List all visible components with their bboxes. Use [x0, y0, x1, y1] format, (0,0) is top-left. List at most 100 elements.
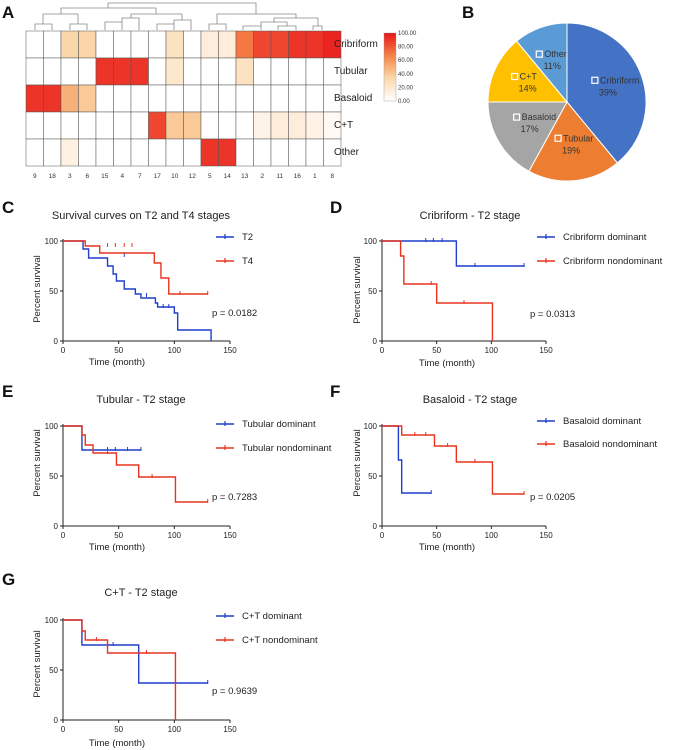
y-axis-label: Percent survival [32, 255, 43, 323]
x-axis-label: Time (month) [89, 357, 145, 368]
x-tick-label: 0 [61, 346, 66, 355]
heatmap-column-label: 4 [120, 173, 124, 180]
heatmap-cell [305, 57, 324, 86]
heatmap-column-label: 1 [313, 173, 317, 180]
y-tick-label: 0 [54, 522, 59, 531]
heatmap-cell [130, 111, 149, 140]
km-plot-g: 0 50 100 150 0 50 100 [45, 613, 237, 734]
panel-label-g: G [2, 570, 15, 589]
survival-panel-d: Cribriform - T2 stage 0 50 100 150 0 50 100 Pe… [352, 210, 663, 369]
heatmap-cell [78, 84, 97, 113]
heatmap-cell [113, 111, 132, 140]
heatmap-cell [235, 84, 254, 113]
km-plot-c: 0 50 100 150 0 50 100 [45, 234, 237, 355]
x-tick-label: 100 [168, 531, 182, 540]
heatmap-cell [218, 111, 237, 140]
heatmap-cell [43, 30, 62, 59]
km-plot-e: 0 50 100 150 0 50 100 [45, 421, 237, 540]
chart-title: Cribriform - T2 stage [420, 210, 521, 222]
pie-slice [515, 22, 568, 104]
heatmap-cell [253, 138, 272, 167]
legend-label: C+T dominant [242, 611, 302, 622]
km-plot-f: 0 50 100 150 0 50 100 [364, 418, 555, 540]
heatmap-cell [200, 30, 219, 59]
heatmap-cell [78, 30, 97, 59]
heatmap-cell [235, 30, 254, 59]
heatmap-cell [288, 84, 307, 113]
survival-panel-c: Survival curves on T2 and T4 stages 0 50 1… [32, 210, 257, 368]
heatmap-cell [43, 57, 62, 86]
survival-curve [63, 425, 141, 451]
survival-curve [382, 425, 525, 495]
pie-label-marker [511, 72, 519, 81]
heatmap-cell [200, 111, 219, 140]
survival-curve [63, 619, 208, 684]
pie-percent: 17% [521, 124, 539, 134]
y-tick-label: 100 [45, 237, 59, 246]
heatmap-cell [95, 138, 114, 167]
y-axis-label: Percent survival [352, 429, 363, 497]
heatmap-cell [253, 111, 272, 140]
km-plot-d: 0 50 100 150 0 50 100 [364, 234, 555, 355]
legend-label: Basaloid dominant [563, 416, 642, 427]
heatmap-cell [288, 57, 307, 86]
heatmap-cell [253, 30, 272, 59]
x-tick-label: 100 [485, 346, 499, 355]
colorbar-tick: 0.00 [398, 99, 410, 105]
heatmap-cell [218, 84, 237, 113]
heatmap-column-label: 5 [208, 173, 212, 180]
pie-slice [528, 101, 619, 182]
survival-curve [382, 425, 432, 494]
pie-slice [566, 22, 647, 164]
survival-curve [63, 619, 177, 720]
heatmap-cell [270, 30, 289, 59]
heatmap-cell [25, 111, 44, 140]
heatmap-panel: Cribriform Tubular Basaloid C+T Other 9 1… [25, 2, 417, 180]
heatmap-cell [305, 138, 324, 167]
heatmap-cell [130, 30, 149, 59]
heatmap-cell [235, 57, 254, 86]
heatmap-cell [25, 84, 44, 113]
y-tick-label: 100 [45, 422, 59, 431]
heatmap-column-labels: 9 18 3 6 15 4 7 17 10 12 5 14 13 2 11 16 1 8 [33, 173, 335, 180]
panel-label-f: F [330, 382, 340, 401]
heatmap-cell [130, 57, 149, 86]
heatmap-cell [165, 138, 184, 167]
x-tick-label: 50 [114, 346, 123, 355]
x-axis-label: Time (month) [419, 542, 475, 553]
heatmap-cell [183, 57, 202, 86]
heatmap-cell [148, 30, 167, 59]
colorbar-tick: 60.00 [398, 58, 414, 64]
heatmap-column-label: 17 [154, 173, 162, 180]
heatmap-cell [288, 30, 307, 59]
y-tick-label: 100 [45, 616, 59, 625]
pie-slice [487, 40, 569, 103]
x-tick-label: 150 [223, 725, 237, 734]
heatmap-cell [130, 138, 149, 167]
heatmap-row-label: Cribriform [334, 39, 378, 50]
survival-panel-e: Tubular - T2 stage 0 50 100 150 0 50 100 Perce… [32, 394, 332, 553]
y-axis-label: Percent survival [32, 630, 43, 698]
heatmap-column-label: 16 [294, 173, 302, 180]
colorbar-ticks: 100.00 80.00 60.00 40.00 20.00 0.00 [398, 31, 417, 105]
x-tick-label: 50 [432, 531, 441, 540]
heatmap-column-label: 13 [241, 173, 249, 180]
legend-label: Tubular dominant [242, 419, 316, 430]
pie-slice [487, 101, 568, 172]
x-tick-label: 50 [114, 531, 123, 540]
p-value: p = 0.9639 [212, 686, 257, 697]
pie-percent: 11% [544, 61, 561, 71]
y-tick-label: 100 [364, 237, 378, 246]
x-tick-label: 150 [223, 531, 237, 540]
x-axis-label: Time (month) [419, 358, 475, 369]
heatmap-cell [148, 111, 167, 140]
y-tick-label: 50 [49, 666, 58, 675]
pie-label-marker [535, 50, 543, 58]
y-tick-label: 50 [49, 472, 58, 481]
heatmap-column-label: 6 [85, 173, 89, 180]
heatmap-row-label: C+T [334, 120, 353, 131]
survival-panel-f: Basaloid - T2 stage 0 50 100 150 0 50 100 Perc… [352, 394, 657, 553]
y-axis-label: Percent survival [32, 429, 43, 497]
x-tick-label: 150 [539, 346, 553, 355]
